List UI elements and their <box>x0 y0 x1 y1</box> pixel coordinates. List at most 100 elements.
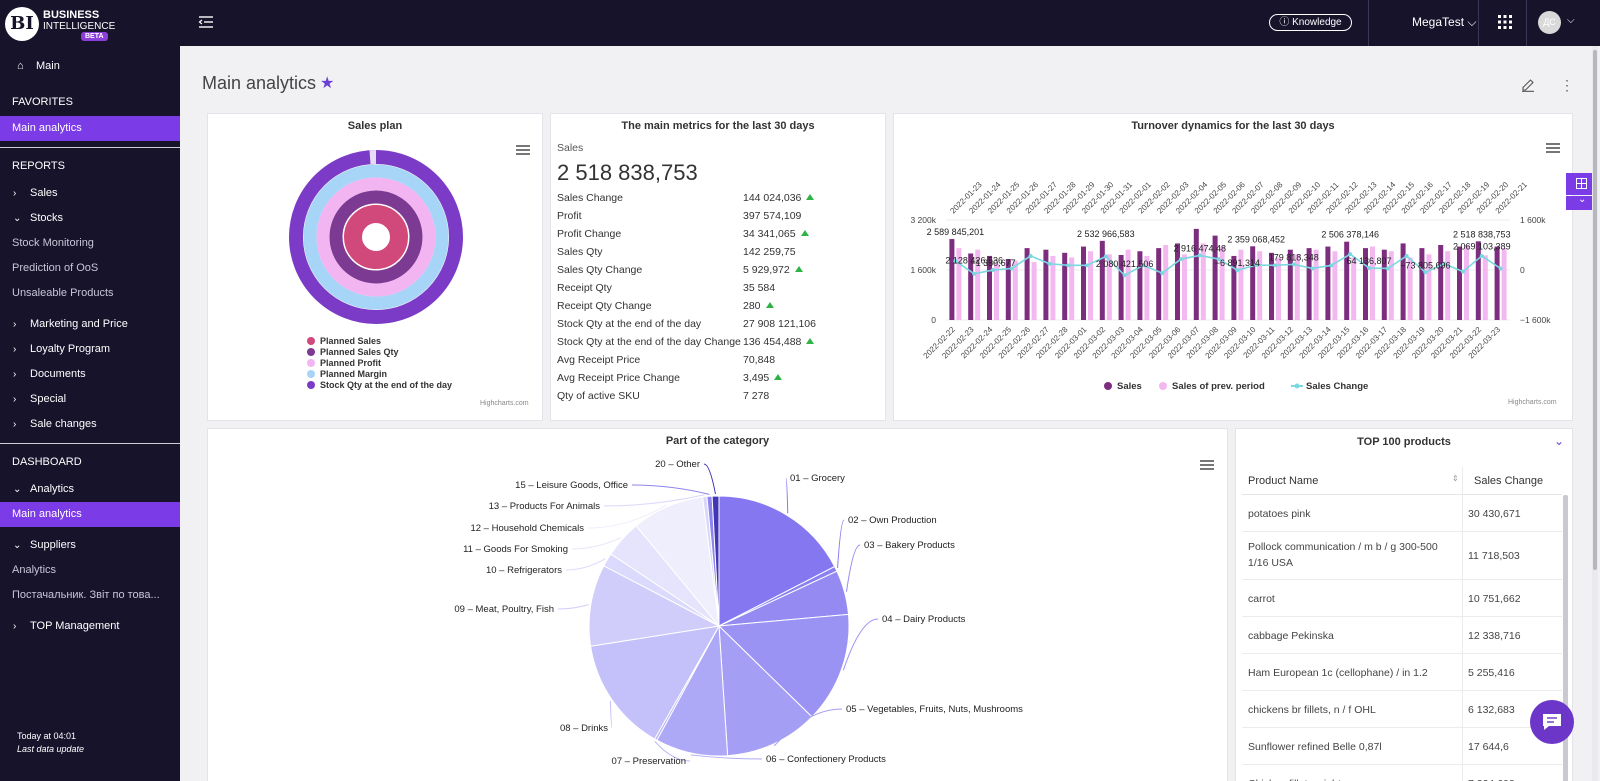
bar-sales-prev[interactable] <box>1012 260 1018 320</box>
legend-item[interactable]: Sales of prev. period <box>1159 381 1265 392</box>
pie-slice[interactable] <box>718 495 836 627</box>
bar-sales[interactable] <box>1099 240 1105 320</box>
point-sales-change[interactable] <box>1216 257 1221 262</box>
point-sales-change[interactable] <box>1235 268 1240 273</box>
bar-sales[interactable] <box>1419 248 1425 320</box>
sidebar-item-special[interactable]: › Special <box>0 387 180 412</box>
side-panel-button[interactable] <box>1566 173 1598 195</box>
bar-sales-prev[interactable] <box>1163 245 1169 320</box>
bar-sales[interactable] <box>1043 249 1049 320</box>
point-sales-change[interactable] <box>1385 266 1390 271</box>
bar-sales-prev[interactable] <box>956 248 962 320</box>
table-row[interactable]: potatoes pink 30 430,671 <box>1242 495 1562 532</box>
sidebar-item-sales[interactable]: › Sales <box>0 181 180 206</box>
table-row[interactable]: Ham European 1c (cellophane) / in 1.2 5 2… <box>1242 654 1562 691</box>
bar-sales-prev[interactable] <box>1445 251 1451 320</box>
point-sales-change[interactable] <box>1348 252 1353 257</box>
knowledge-button[interactable]: ⓘ Knowledge <box>1269 14 1352 31</box>
table-row[interactable]: Chicken fillet weights. 7 224,608 <box>1242 765 1562 781</box>
chevron-down-icon[interactable]: ⌵ <box>1567 15 1575 26</box>
bar-sales[interactable] <box>949 239 955 320</box>
ring-planned-sales-qty[interactable] <box>329 190 423 284</box>
bar-sales[interactable] <box>1344 241 1350 320</box>
company-selector[interactable]: MegaTest ⌵ <box>1412 15 1476 30</box>
pie-slice[interactable] <box>588 565 721 647</box>
pie-slice[interactable] <box>717 613 850 718</box>
more-vertical-icon[interactable]: ⋮ <box>1560 77 1574 93</box>
point-sales-change[interactable] <box>1028 253 1033 258</box>
table-row[interactable]: cabbage Pekinska 12 338,716 <box>1242 617 1562 654</box>
bar-sales[interactable] <box>987 255 992 320</box>
bar-sales[interactable] <box>1175 243 1180 320</box>
apps-grid-icon[interactable] <box>1498 15 1512 29</box>
bar-sales-prev[interactable] <box>1426 254 1432 320</box>
point-sales-change[interactable] <box>1103 254 1108 259</box>
bar-sales-prev[interactable] <box>994 263 999 320</box>
bar-sales-prev[interactable] <box>1219 246 1225 320</box>
sidebar-favorite-main-analytics[interactable]: Main analytics <box>0 116 180 141</box>
point-sales-change[interactable] <box>1291 262 1296 267</box>
bar-sales[interactable] <box>1475 241 1481 320</box>
side-panel-collapse[interactable]: ⌄ <box>1566 194 1598 210</box>
point-sales-change[interactable] <box>1122 273 1127 278</box>
bar-sales-prev[interactable] <box>1482 255 1488 320</box>
point-sales-change[interactable] <box>1009 266 1014 271</box>
bar-sales-prev[interactable] <box>1106 254 1112 320</box>
app-logo[interactable]: BI BUSINESS INTELLIGENCE BETA <box>5 7 115 43</box>
point-sales-change[interactable] <box>1066 263 1071 268</box>
bar-sales-prev[interactable] <box>1332 251 1338 320</box>
bar-sales-prev[interactable] <box>1050 255 1056 320</box>
bar-sales-prev[interactable] <box>1088 251 1093 320</box>
bar-sales[interactable] <box>1024 248 1030 320</box>
point-sales-change[interactable] <box>1254 263 1259 268</box>
bar-sales[interactable] <box>1118 254 1124 320</box>
sidebar-item-analytics[interactable]: ⌄ Analytics <box>0 477 180 502</box>
point-sales-change[interactable] <box>1141 263 1146 268</box>
point-sales-change[interactable] <box>1197 253 1202 258</box>
bar-sales-prev[interactable] <box>1031 262 1037 320</box>
bar-sales[interactable] <box>1137 251 1143 320</box>
line-sales-change[interactable] <box>954 253 1502 277</box>
sidebar-item-supplier-report[interactable]: Постачальник. Звіт по това... <box>12 589 160 601</box>
bar-sales[interactable] <box>1212 235 1218 320</box>
point-sales-change[interactable] <box>1367 265 1371 270</box>
bar-sales-prev[interactable] <box>1257 251 1263 320</box>
bar-sales[interactable] <box>1062 252 1068 320</box>
bar-sales[interactable] <box>1400 243 1406 320</box>
column-header-sales-change[interactable]: Sales Change <box>1474 475 1544 487</box>
point-sales-change[interactable] <box>1423 270 1428 275</box>
bar-sales-prev[interactable] <box>1069 257 1075 321</box>
bar-sales-prev[interactable] <box>1144 255 1150 320</box>
sidebar-item-loyalty[interactable]: › Loyalty Program <box>0 337 180 362</box>
sidebar-item-stock-monitoring[interactable]: Stock Monitoring <box>12 237 94 249</box>
point-sales-change[interactable] <box>1047 261 1052 266</box>
legend-item[interactable]: Planned Sales <box>307 336 381 347</box>
bar-sales[interactable] <box>1287 249 1293 320</box>
bar-sales-prev[interactable] <box>1125 249 1131 320</box>
point-sales-change[interactable] <box>1310 266 1315 271</box>
sidebar-item-top-management[interactable]: › TOP Management <box>0 614 180 639</box>
table-row[interactable]: chickens br fillets, n / f OHL 6 132,683 <box>1242 691 1562 728</box>
favorite-star-icon[interactable]: ★ <box>320 75 335 92</box>
point-sales-change[interactable] <box>972 271 977 276</box>
bar-sales-prev[interactable] <box>1182 254 1187 320</box>
table-row[interactable]: Pollock communication / m b / g 300-500 … <box>1242 532 1562 580</box>
bar-sales[interactable] <box>1005 259 1011 320</box>
legend-item[interactable]: Planned Profit <box>307 358 381 369</box>
table-row[interactable]: Sunflower refined Belle 0,87l 17 644,6 <box>1242 728 1562 765</box>
bar-sales[interactable] <box>1081 246 1086 320</box>
bar-sales[interactable] <box>1325 246 1331 320</box>
bar-sales-prev[interactable] <box>1313 249 1319 320</box>
sidebar-item-suppliers-analytics[interactable]: Analytics <box>12 564 57 576</box>
bar-sales-prev[interactable] <box>1388 251 1394 320</box>
column-header-product[interactable]: Product Name <box>1248 475 1319 487</box>
bar-sales[interactable] <box>1438 245 1444 320</box>
point-sales-change[interactable] <box>1329 263 1334 268</box>
point-sales-change[interactable] <box>953 258 958 263</box>
sidebar-item-main[interactable]: ⌂ Main <box>0 54 180 79</box>
highcharts-credit[interactable]: Highcharts.com <box>1508 399 1557 406</box>
legend-item[interactable]: Sales <box>1104 381 1142 392</box>
bar-sales[interactable] <box>1250 246 1256 320</box>
sidebar-item-stocks[interactable]: ⌄ Stocks <box>0 206 180 231</box>
bar-sales[interactable] <box>1381 249 1387 320</box>
